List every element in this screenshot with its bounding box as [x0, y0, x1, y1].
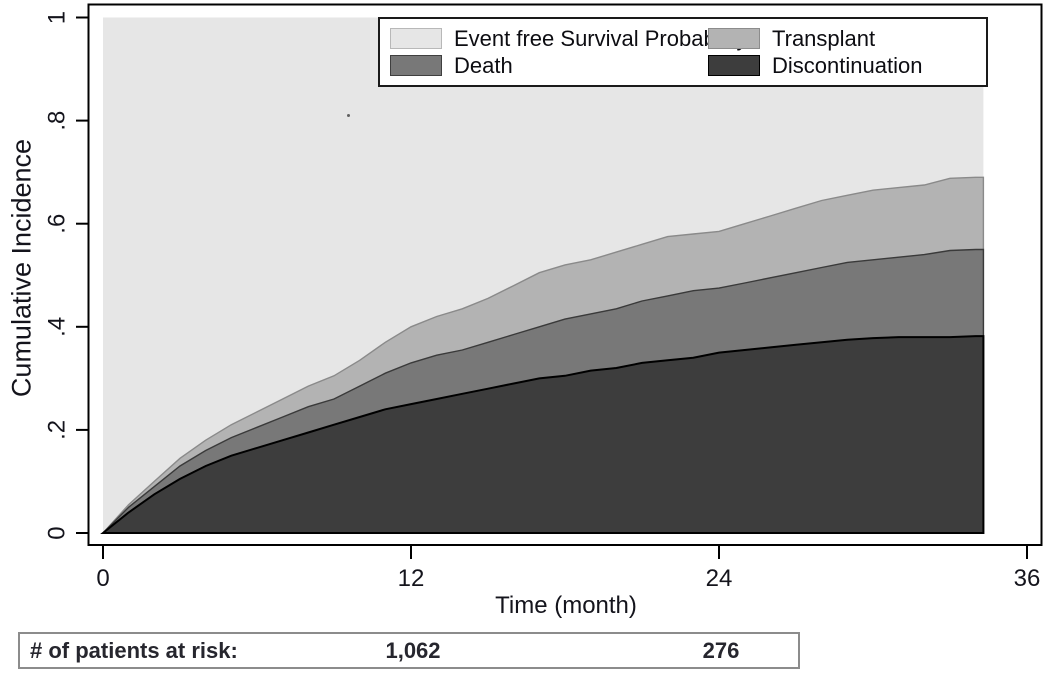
y-tick-label: 1	[43, 11, 70, 24]
legend-item-discontinuation: Discontinuation	[708, 52, 976, 78]
legend-item-transplant: Transplant	[708, 26, 976, 52]
y-tick-label: .2	[43, 420, 70, 440]
x-tick-label: 0	[96, 565, 109, 592]
legend-label-death: Death	[454, 52, 513, 78]
legend-label-event-free: Event free Survival Probability	[454, 26, 748, 52]
stray-dot-artifact	[347, 114, 350, 117]
patients-at-risk-table: # of patients at risk: 1,062 276	[18, 632, 800, 669]
legend-box: Event free Survival Probability Transpla…	[378, 17, 988, 87]
y-tick-label: .6	[43, 214, 70, 234]
area-discontinuation	[100, 335, 985, 534]
discontinuation-swatch	[708, 54, 760, 76]
death-swatch	[390, 54, 442, 76]
legend-label-transplant: Transplant	[772, 26, 876, 52]
x-tick-label: 12	[398, 565, 425, 592]
patients-at-risk-month12: 1,062	[385, 637, 441, 663]
event-free-swatch	[390, 28, 442, 50]
patients-at-risk-label: # of patients at risk:	[30, 637, 238, 663]
y-tick-label: .8	[43, 111, 70, 131]
x-axis-title: Time (month)	[495, 592, 637, 619]
legend-item-event-free: Event free Survival Probability	[390, 27, 747, 51]
legend-label-discontinuation: Discontinuation	[772, 52, 923, 78]
plot-frame	[87, 3, 1043, 546]
y-axis-title: Cumulative Incidence	[6, 138, 37, 398]
x-tick-label: 24	[706, 565, 733, 592]
y-tick-label: 0	[43, 526, 70, 539]
x-tick-label: 36	[1014, 565, 1041, 592]
legend-item-death: Death	[390, 52, 708, 78]
patients-at-risk-month24: 276	[702, 637, 740, 663]
transplant-swatch	[708, 28, 760, 50]
y-tick-label: .4	[43, 317, 70, 337]
